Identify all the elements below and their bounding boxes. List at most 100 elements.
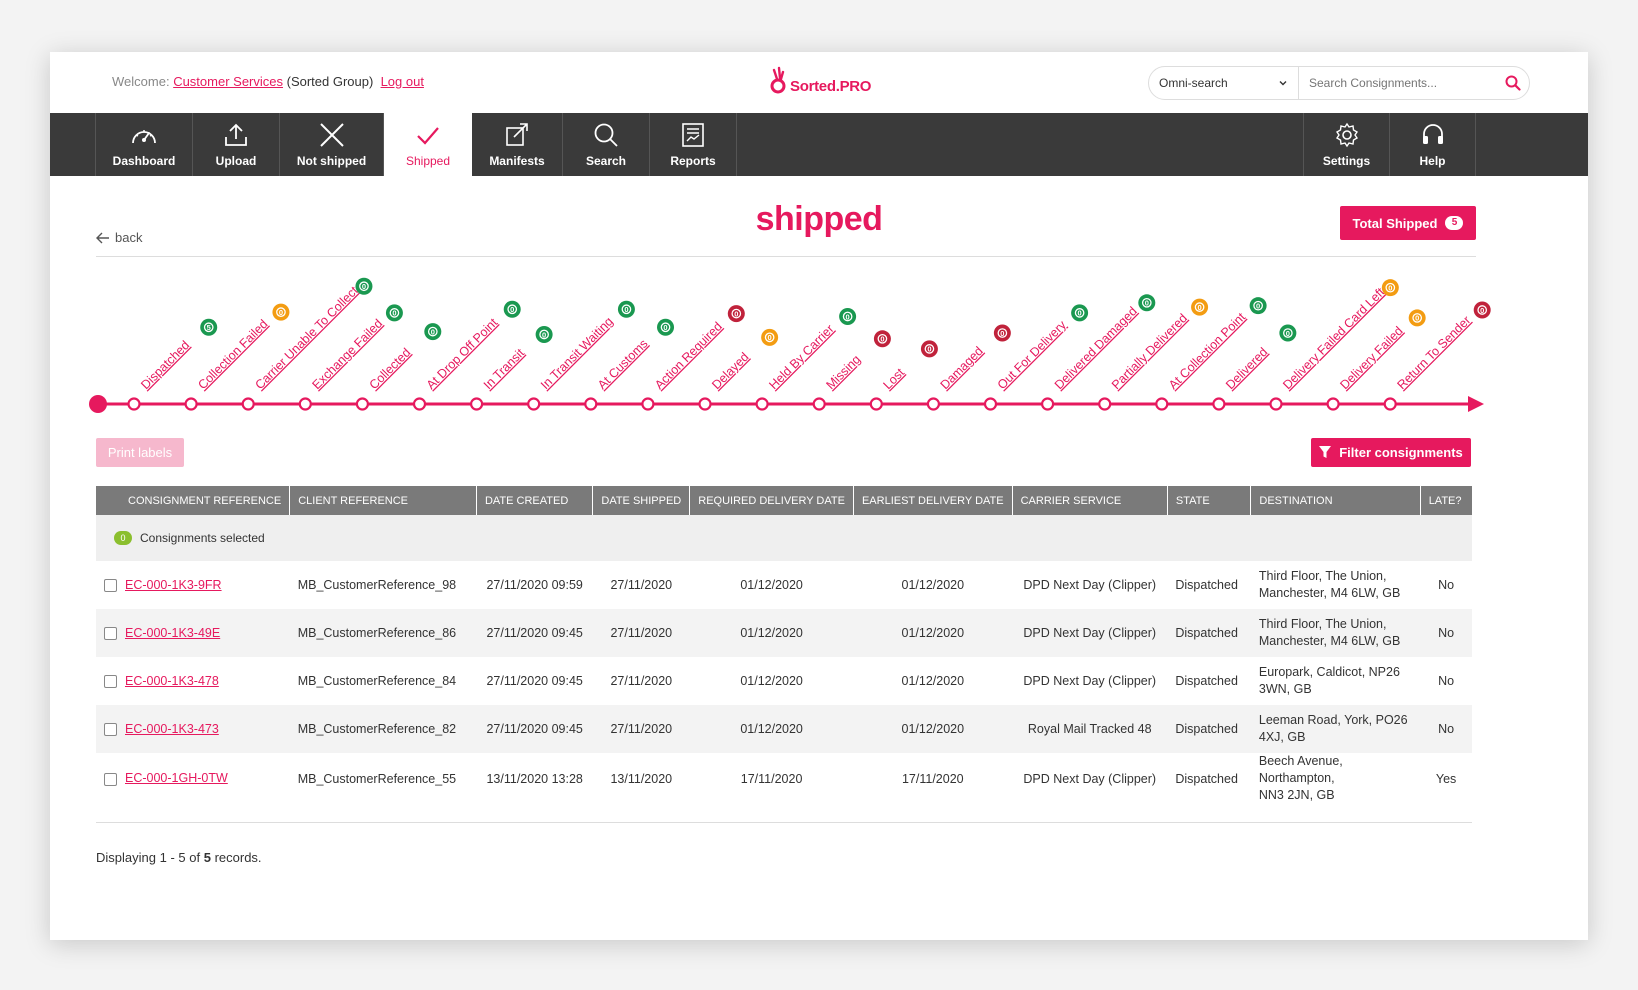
timeline-node[interactable] [1326,397,1340,411]
sorted-pro-logo[interactable]: Sorted.PRO [768,66,871,96]
table-row[interactable]: EC-000-1GH-0TW MB_CustomerReference_55 1… [96,753,1472,804]
table-row[interactable]: EC-000-1K3-49E MB_CustomerReference_86 2… [96,609,1472,657]
date-created: 13/11/2020 13:28 [486,771,583,786]
timeline-status-link[interactable]: Return To Sender [1394,313,1473,392]
timeline-node[interactable] [470,397,484,411]
destination-line-2: 3WN, GB [1258,682,1312,696]
nav-settings[interactable]: Settings [1303,113,1390,176]
timeline-node[interactable] [527,397,541,411]
timeline-count-badge [503,300,521,318]
nav-manifests[interactable]: Manifests [472,113,563,176]
table-row[interactable]: EC-000-1K3-473 MB_CustomerReference_82 2… [96,705,1472,753]
timeline-start-dot [89,395,107,413]
col-header[interactable]: DATE SHIPPED [592,486,690,515]
nav-not-shipped[interactable]: Not shipped [280,113,384,176]
timeline-node[interactable] [755,397,769,411]
timeline-status-link[interactable]: Carrier Unable To Collect [252,283,361,392]
consignment-ref-link[interactable]: EC-000-1K3-49E [125,625,221,640]
timeline-status-link[interactable]: At Customs [595,337,651,393]
consignment-ref-link[interactable]: EC-000-1GH-0TW [125,771,228,786]
late: No [1438,674,1455,688]
user-link[interactable]: Customer Services [173,74,283,89]
timeline-status-link[interactable]: In Transit [481,345,528,392]
nav-shipped[interactable]: Shipped [384,113,472,176]
row-checkbox[interactable] [104,772,117,786]
timeline-status-link[interactable]: Dispatched [138,338,192,392]
col-header[interactable]: EARLIEST DELIVERY DATE [852,486,1013,515]
late: No [1420,705,1472,753]
timeline-status-link[interactable]: Damaged [938,344,986,392]
timeline-node[interactable] [1040,397,1055,411]
col-header[interactable]: DESTINATION [1250,486,1421,515]
search-button[interactable] [1497,75,1529,91]
timeline-node[interactable] [241,397,255,411]
timeline-node[interactable] [926,397,941,411]
timeline-node[interactable] [412,397,427,411]
nav-upload[interactable]: Upload [193,113,280,176]
table-row[interactable]: EC-000-1K3-9FR MB_CustomerReference_98 2… [96,561,1472,609]
timeline-node[interactable] [1098,397,1112,411]
omni-search-label: Omni-search [1159,76,1228,90]
timeline-node[interactable] [127,397,141,411]
search-consignments-input[interactable] [1299,76,1497,90]
timeline-node[interactable] [355,397,369,411]
timeline-status-link[interactable]: Delivery Failed Card Left [1280,285,1388,393]
nav-reports[interactable]: Reports [650,113,737,176]
timeline-status-link[interactable]: Delivered [1223,345,1270,392]
col-header[interactable]: CONSIGNMENT REFERENCE [96,486,290,515]
timeline-node[interactable] [641,397,655,411]
main-nav: Dashboard Upload Not shipped Shipped Man… [50,113,1588,176]
row-checkbox[interactable] [104,579,117,593]
date-created: 27/11/2020 09:45 [476,609,593,657]
col-header[interactable]: REQUIRED DELIVERY DATE [689,486,854,515]
timeline-node[interactable] [1155,397,1169,411]
timeline-status-link[interactable]: Delayed [709,350,751,392]
filter-consignments-button[interactable]: Filter consignments [1311,438,1471,467]
timeline-node[interactable] [184,397,198,411]
timeline-node[interactable] [983,397,998,411]
timeline-status-link[interactable]: Missing [823,352,863,392]
total-shipped-button[interactable]: Total Shipped 5 [1340,206,1476,240]
timeline-count-ring [1074,308,1085,318]
destination-line-1: Europark, Caldicot, NP26 [1258,665,1400,679]
nav-spacer [50,113,96,176]
timeline-count-badge [873,330,891,348]
consignment-ref-link[interactable]: EC-000-1K3-478 [125,673,219,688]
print-labels-button[interactable]: Print labels [96,438,184,467]
nav-dashboard[interactable]: Dashboard [96,113,193,176]
timeline-count-ring [1412,313,1423,323]
consignment-ref-link[interactable]: EC-000-1K3-473 [125,721,219,736]
col-header[interactable]: STATE [1166,486,1251,515]
client-ref: MB_CustomerReference_86 [289,609,477,657]
page-title: shipped [755,200,883,238]
timeline-count-badge [657,318,675,336]
timeline-node[interactable] [869,397,883,411]
timeline-node[interactable] [1212,397,1226,411]
timeline-node[interactable] [1269,397,1283,411]
back-link[interactable]: back [96,230,142,245]
timeline-count-badge [535,325,553,343]
logout-link[interactable]: Log out [380,74,424,89]
timeline-node[interactable] [298,397,312,411]
carrier-service: DPD Next Day (Clipper) [1023,674,1157,688]
timeline-node[interactable] [1383,397,1397,411]
col-header[interactable]: CLIENT REFERENCE [289,486,477,515]
table-row[interactable]: EC-000-1K3-478 MB_CustomerReference_84 2… [96,657,1472,705]
consignment-ref-link[interactable]: EC-000-1K3-9FR [125,577,222,592]
timeline-status-link[interactable]: Collected [367,345,414,392]
timeline-count: 0 [279,308,283,317]
timeline-node[interactable] [698,397,712,411]
nav-search[interactable]: Search [563,113,650,176]
col-header[interactable]: CARRIER SERVICE [1011,486,1168,515]
timeline-node[interactable] [584,397,598,411]
row-checkbox[interactable] [104,675,117,689]
row-checkbox[interactable] [104,627,117,641]
timeline-status-link[interactable]: Lost [881,365,908,392]
nav-help[interactable]: Help [1390,113,1476,176]
col-header[interactable]: LATE? [1419,486,1472,515]
total-shipped-count: 5 [1445,216,1464,230]
col-header[interactable]: DATE CREATED [475,486,593,515]
row-checkbox[interactable] [104,723,117,737]
timeline-node[interactable] [812,397,826,411]
omni-search-select[interactable]: Omni-search [1149,67,1299,99]
